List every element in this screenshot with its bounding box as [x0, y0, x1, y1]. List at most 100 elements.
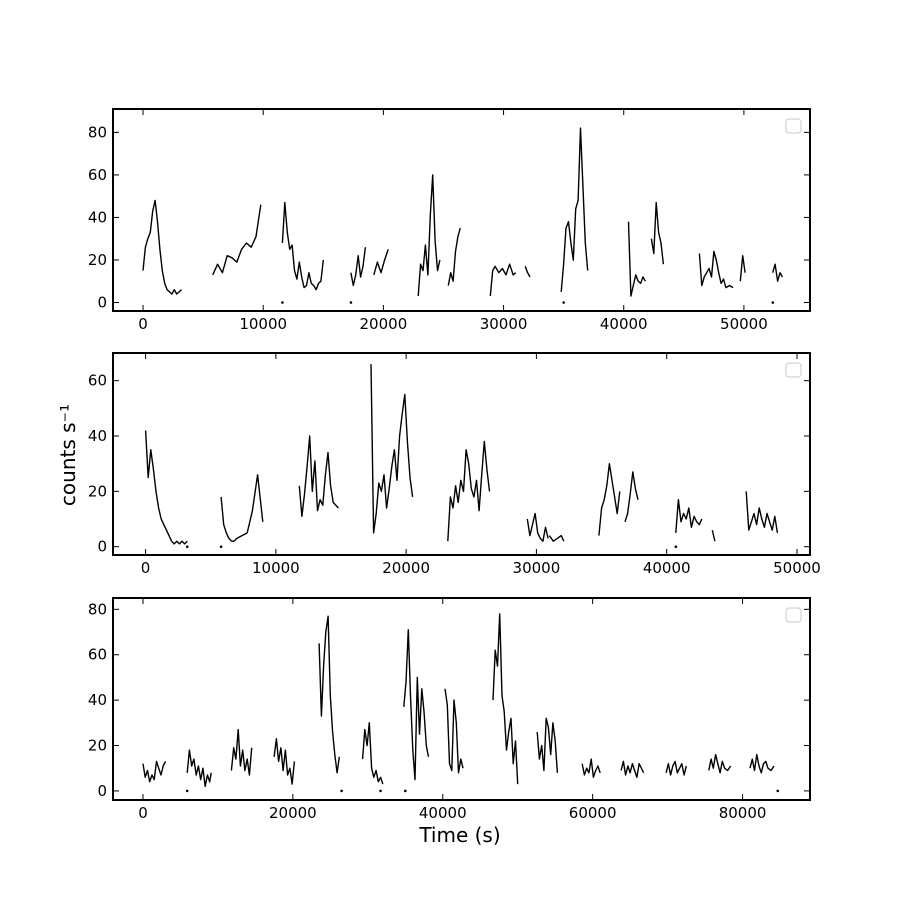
series-segment	[665, 760, 687, 776]
axes-frame	[112, 597, 811, 801]
y-tick-label: 20	[88, 737, 107, 755]
y-axis-label: counts s⁻¹	[56, 404, 80, 506]
y-tick-label: 80	[88, 123, 107, 141]
series-segment	[650, 201, 665, 265]
series-segment	[273, 738, 296, 785]
data-point	[349, 301, 353, 304]
data-point	[403, 789, 407, 793]
x-tick-label: 10000	[239, 315, 287, 333]
legend-box	[785, 607, 802, 623]
panel-2: 0 10000 20000 30000 40000 50000 0 20 40 60	[88, 352, 821, 577]
y-tick-label: 20	[88, 251, 107, 269]
series-segment	[142, 760, 167, 783]
series-segment	[298, 435, 339, 517]
y-tick-label: 60	[88, 372, 107, 390]
y-tick-label: 40	[88, 208, 107, 226]
series-segment	[220, 474, 264, 542]
x-tick-label: 50000	[720, 315, 768, 333]
series-segment	[142, 199, 182, 295]
x-tick-label: 0	[141, 559, 151, 577]
series-segment	[370, 364, 414, 534]
x-tick-label: 0	[138, 804, 148, 822]
y-tick-label: 0	[97, 293, 107, 311]
y-tick-label: 20	[88, 482, 107, 500]
x-tick-label: 80000	[719, 804, 767, 822]
x-tick-label: 40000	[419, 804, 467, 822]
series-segment	[350, 247, 367, 287]
series-segment	[708, 753, 732, 774]
series-segment	[403, 629, 430, 781]
series-segment	[698, 250, 734, 289]
series-segment	[711, 529, 716, 542]
x-tick-label: 50000	[773, 559, 821, 577]
series-segment	[492, 613, 519, 785]
series-segment	[548, 534, 565, 542]
series-segment	[373, 249, 389, 276]
series-segment	[536, 717, 559, 773]
y-tick-label: 60	[88, 646, 107, 664]
series-segment	[489, 263, 517, 297]
series-segment	[447, 440, 491, 542]
series-segment	[361, 722, 384, 785]
panel-3: 0 20000 40000 60000 80000 0 20 40 60 80	[88, 597, 811, 822]
x-tick-label: 60000	[569, 804, 617, 822]
data-point	[776, 789, 780, 793]
x-tick-label: 20000	[382, 559, 430, 577]
y-tick-label: 0	[97, 782, 107, 800]
series-segment	[230, 728, 253, 776]
panel-1: 0 10000 20000 30000 40000 50000 0 20 40 60 80	[88, 108, 811, 333]
x-tick-label: 20000	[269, 804, 317, 822]
series-segment	[526, 512, 549, 542]
data-point	[674, 545, 678, 548]
data-point	[379, 789, 382, 793]
series-segment	[745, 491, 779, 534]
y-tick-label: 80	[88, 600, 107, 618]
y-tick-label: 0	[97, 538, 107, 556]
series-segment	[444, 688, 464, 774]
x-tick-label: 10000	[252, 559, 300, 577]
y-tick-label: 40	[88, 427, 107, 445]
data-point	[185, 789, 189, 793]
data-point	[340, 789, 343, 793]
data-layer	[142, 613, 780, 793]
series-segment	[772, 263, 784, 282]
series-segment	[739, 254, 746, 282]
data-point	[771, 301, 775, 304]
legend-box	[785, 118, 802, 134]
series-segment	[598, 463, 621, 536]
data-point	[219, 545, 223, 548]
series-segment	[318, 615, 340, 774]
series-segment	[675, 499, 703, 533]
series-segment	[186, 749, 212, 788]
x-tick-label: 40000	[600, 315, 648, 333]
y-tick-label: 40	[88, 691, 107, 709]
x-tick-label: 40000	[643, 559, 691, 577]
series-segment	[144, 430, 188, 545]
series-segment	[524, 266, 531, 278]
series-segment	[624, 471, 639, 523]
data-layer	[142, 127, 784, 304]
series-segment	[560, 127, 589, 292]
axes-frame	[112, 352, 811, 556]
y-tick-label: 60	[88, 166, 107, 184]
series-segment	[627, 221, 647, 297]
legend-box	[785, 362, 802, 378]
x-tick-label: 0	[138, 315, 148, 333]
series-segment	[749, 753, 775, 774]
x-axis-label: Time (s)	[418, 823, 500, 847]
data-point	[562, 301, 565, 304]
data-point	[185, 545, 189, 548]
x-tick-label: 30000	[513, 559, 561, 577]
axes-frame	[112, 108, 811, 312]
x-tick-label: 30000	[480, 315, 528, 333]
data-layer	[144, 364, 779, 548]
series-segment	[212, 204, 262, 276]
series-segment	[281, 201, 324, 291]
series-segment	[417, 174, 441, 297]
data-point	[281, 301, 284, 304]
x-tick-label: 20000	[360, 315, 408, 333]
series-segment	[447, 227, 461, 286]
